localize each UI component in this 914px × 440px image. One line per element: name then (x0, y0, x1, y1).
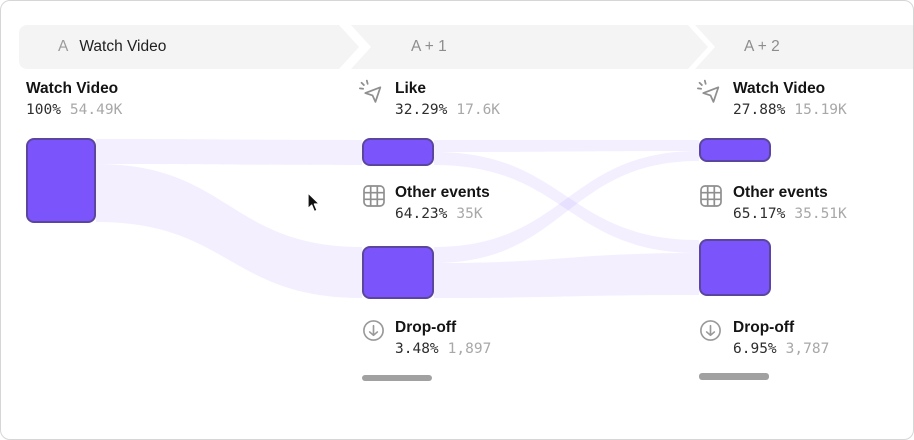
event-percent: 6.95% (733, 341, 777, 357)
event-count: 35.51K (794, 206, 847, 222)
mouse-pointer-click-icon (358, 79, 382, 103)
arrow-down-circle-icon (700, 320, 721, 341)
sankey-node-watch-video-a[interactable] (26, 138, 96, 223)
step-segment-a[interactable] (19, 25, 359, 69)
event-stats: 65.17% 35.51K (733, 205, 847, 224)
sankey-node-other-events-a2[interactable] (699, 239, 771, 296)
event-percent: 27.88% (733, 102, 786, 118)
event-percent: 3.48% (395, 341, 439, 357)
grid-icon (700, 185, 722, 207)
sankey-node-watch-video-a2[interactable] (699, 138, 771, 162)
event-percent: 65.17% (733, 206, 786, 222)
node-label-watch-video-a2[interactable]: Watch Video 27.88% 15.19K (733, 79, 847, 120)
mouse-cursor (307, 192, 320, 213)
sankey-node-other-events-a1[interactable] (362, 246, 434, 299)
node-label-drop-off-a1[interactable]: Drop-off 3.48% 1,897 (395, 318, 491, 359)
event-count: 1,897 (447, 341, 492, 357)
link-otherevents-to-watchvideo2[interactable] (434, 151, 699, 263)
event-stats: 3.48% 1,897 (395, 340, 491, 359)
event-title: Drop-off (395, 319, 457, 336)
event-title: Watch Video (26, 80, 119, 97)
mouse-pointer-click-icon (696, 79, 720, 103)
event-title: Like (395, 80, 427, 97)
event-title: Other events (395, 184, 490, 201)
event-stats: 32.29% 17.6K (395, 101, 500, 120)
link-watchvideo-to-otherevents[interactable] (96, 164, 362, 298)
event-title: Watch Video (733, 80, 826, 97)
link-like-to-otherevents2[interactable] (434, 152, 699, 253)
step-segment-a2[interactable] (695, 25, 914, 69)
step-name: A + 2 (744, 38, 780, 55)
event-percent: 64.23% (395, 206, 448, 222)
event-count: 15.19K (794, 102, 847, 118)
event-count: 54.49K (69, 102, 123, 118)
step-label-a1[interactable]: A + 1 (411, 25, 447, 69)
drop-off-bar-a2[interactable] (699, 373, 769, 380)
event-title: Other events (733, 184, 828, 201)
node-label-other-events-a2[interactable]: Other events 65.17% 35.51K (733, 183, 847, 224)
event-stats: 6.95% 3,787 (733, 340, 829, 359)
event-stats: 27.88% 15.19K (733, 101, 847, 120)
event-count: 35K (456, 206, 483, 222)
event-count: 17.6K (456, 102, 501, 118)
node-label-like[interactable]: Like 32.29% 17.6K (395, 79, 500, 120)
node-label-drop-off-a2[interactable]: Drop-off 6.95% 3,787 (733, 318, 829, 359)
event-stats: 64.23% 35K (395, 205, 490, 224)
node-label-other-events-a1[interactable]: Other events 64.23% 35K (395, 183, 490, 224)
node-label-watch-video-a[interactable]: Watch Video 100% 54.49K (26, 79, 122, 120)
step-event-name: Watch Video (79, 38, 167, 55)
step-label-a[interactable]: A Watch Video (58, 25, 166, 69)
event-stats: 100% 54.49K (26, 101, 122, 120)
grid-icon (363, 185, 385, 207)
step-segment-a1[interactable] (351, 25, 708, 69)
event-title: Drop-off (733, 319, 795, 336)
step-letter: A (58, 38, 69, 55)
sankey-node-like[interactable] (362, 138, 434, 166)
link-watchvideo-to-like[interactable] (96, 139, 362, 165)
drop-off-bar-a1[interactable] (362, 375, 432, 381)
step-label-a2[interactable]: A + 2 (744, 25, 780, 69)
event-count: 3,787 (785, 341, 830, 357)
event-percent: 32.29% (395, 102, 448, 118)
event-percent: 100% (26, 102, 61, 118)
step-name: A + 1 (411, 38, 447, 55)
link-like-to-watchvideo2[interactable] (434, 140, 699, 152)
arrow-down-circle-icon (363, 320, 384, 341)
step-header-bar (19, 25, 914, 69)
link-otherevents-to-otherevents2[interactable] (434, 253, 699, 298)
